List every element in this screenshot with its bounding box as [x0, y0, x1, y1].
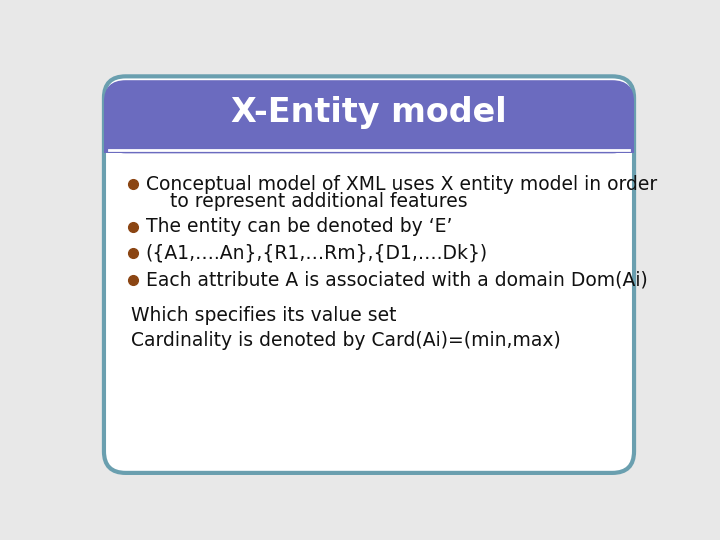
FancyBboxPatch shape [104, 80, 634, 153]
Text: X-Entity model: X-Entity model [231, 97, 507, 130]
Text: Each attribute A is associated with a domain Dom(Ai): Each attribute A is associated with a do… [145, 271, 647, 290]
Text: Which specifies its value set: Which specifies its value set [131, 306, 397, 325]
FancyBboxPatch shape [104, 76, 634, 473]
Text: to represent additional features: to represent additional features [145, 192, 467, 211]
Text: Cardinality is denoted by Card(Ai)=(min,max): Cardinality is denoted by Card(Ai)=(min,… [131, 331, 561, 350]
Text: Conceptual model of XML uses X entity model in order: Conceptual model of XML uses X entity mo… [145, 174, 657, 194]
Text: The entity can be denoted by ‘E’: The entity can be denoted by ‘E’ [145, 217, 452, 236]
Text: ({A1,….An},{R1,…Rm},{D1,….Dk}): ({A1,….An},{R1,…Rm},{D1,….Dk}) [145, 243, 488, 262]
Bar [104, 132, 634, 153]
